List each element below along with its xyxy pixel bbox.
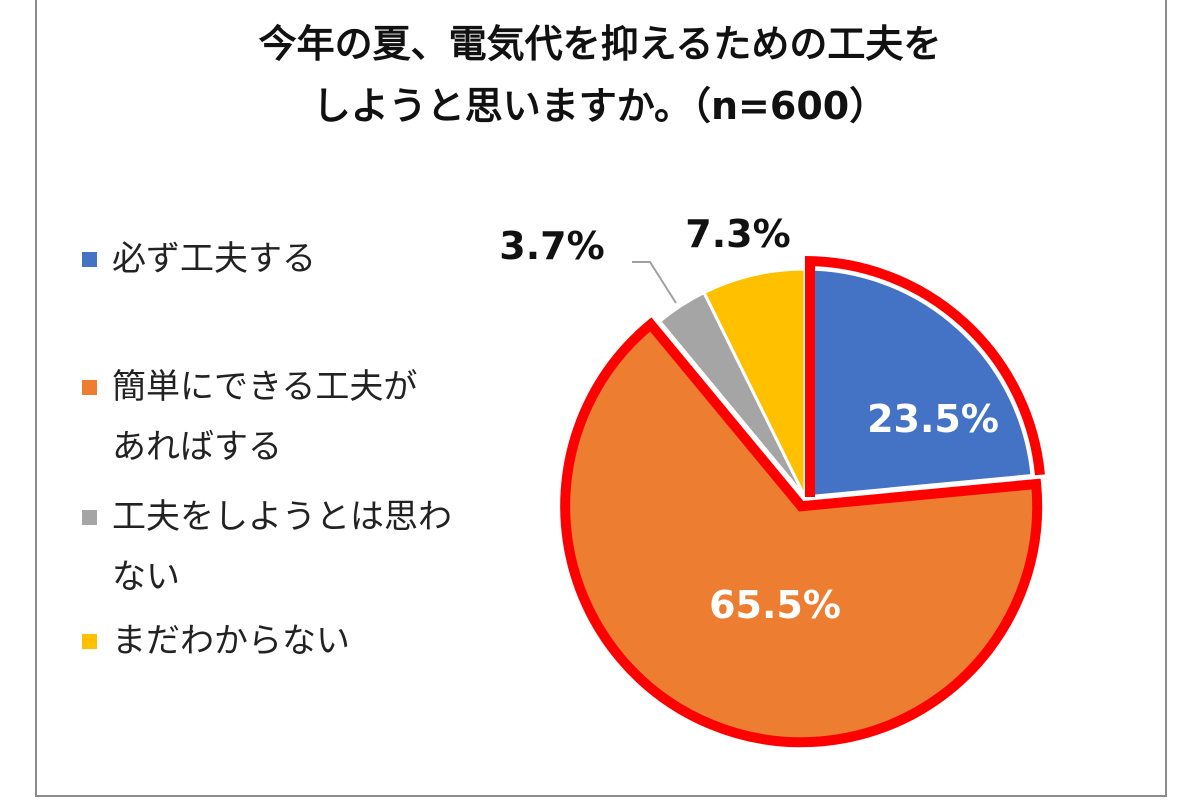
slice-unknown — [702, 267, 807, 498]
legend-label-always: 必ず工夫する — [112, 239, 316, 279]
data-label-slice-always: 23.5% — [867, 397, 999, 441]
legend-label-if-easy-line-1: 簡単にできる工夫が — [112, 367, 418, 407]
leader-line-not — [632, 261, 677, 304]
data-label-slice-if-easy: 65.5% — [709, 583, 841, 627]
legend-label-not-line-2: ない — [112, 557, 180, 597]
chart-title-line-1: 今年の夏、電気代を抑えるための工夫を — [258, 22, 942, 66]
slice-if-easy — [560, 317, 1043, 748]
legend-swatch-unknown — [82, 634, 97, 649]
slice-always-outer-border — [804, 256, 1045, 476]
legend-label-not-line-1: 工夫をしようとは思わ — [112, 497, 452, 537]
legend-swatch-if-easy — [82, 380, 97, 395]
chart-title-line-2: しようと思いますか。（n=600） — [312, 84, 888, 128]
legend-label-if-easy-line-2: あればする — [112, 427, 282, 467]
data-label-slice-unknown: 7.3% — [685, 212, 790, 256]
legend-swatch-always — [82, 252, 97, 267]
legend-swatch-not — [82, 510, 97, 525]
data-label-slice-not: 3.7% — [499, 224, 604, 268]
legend-label-unknown: まだわからない — [112, 621, 350, 661]
slice-always — [803, 267, 1034, 499]
